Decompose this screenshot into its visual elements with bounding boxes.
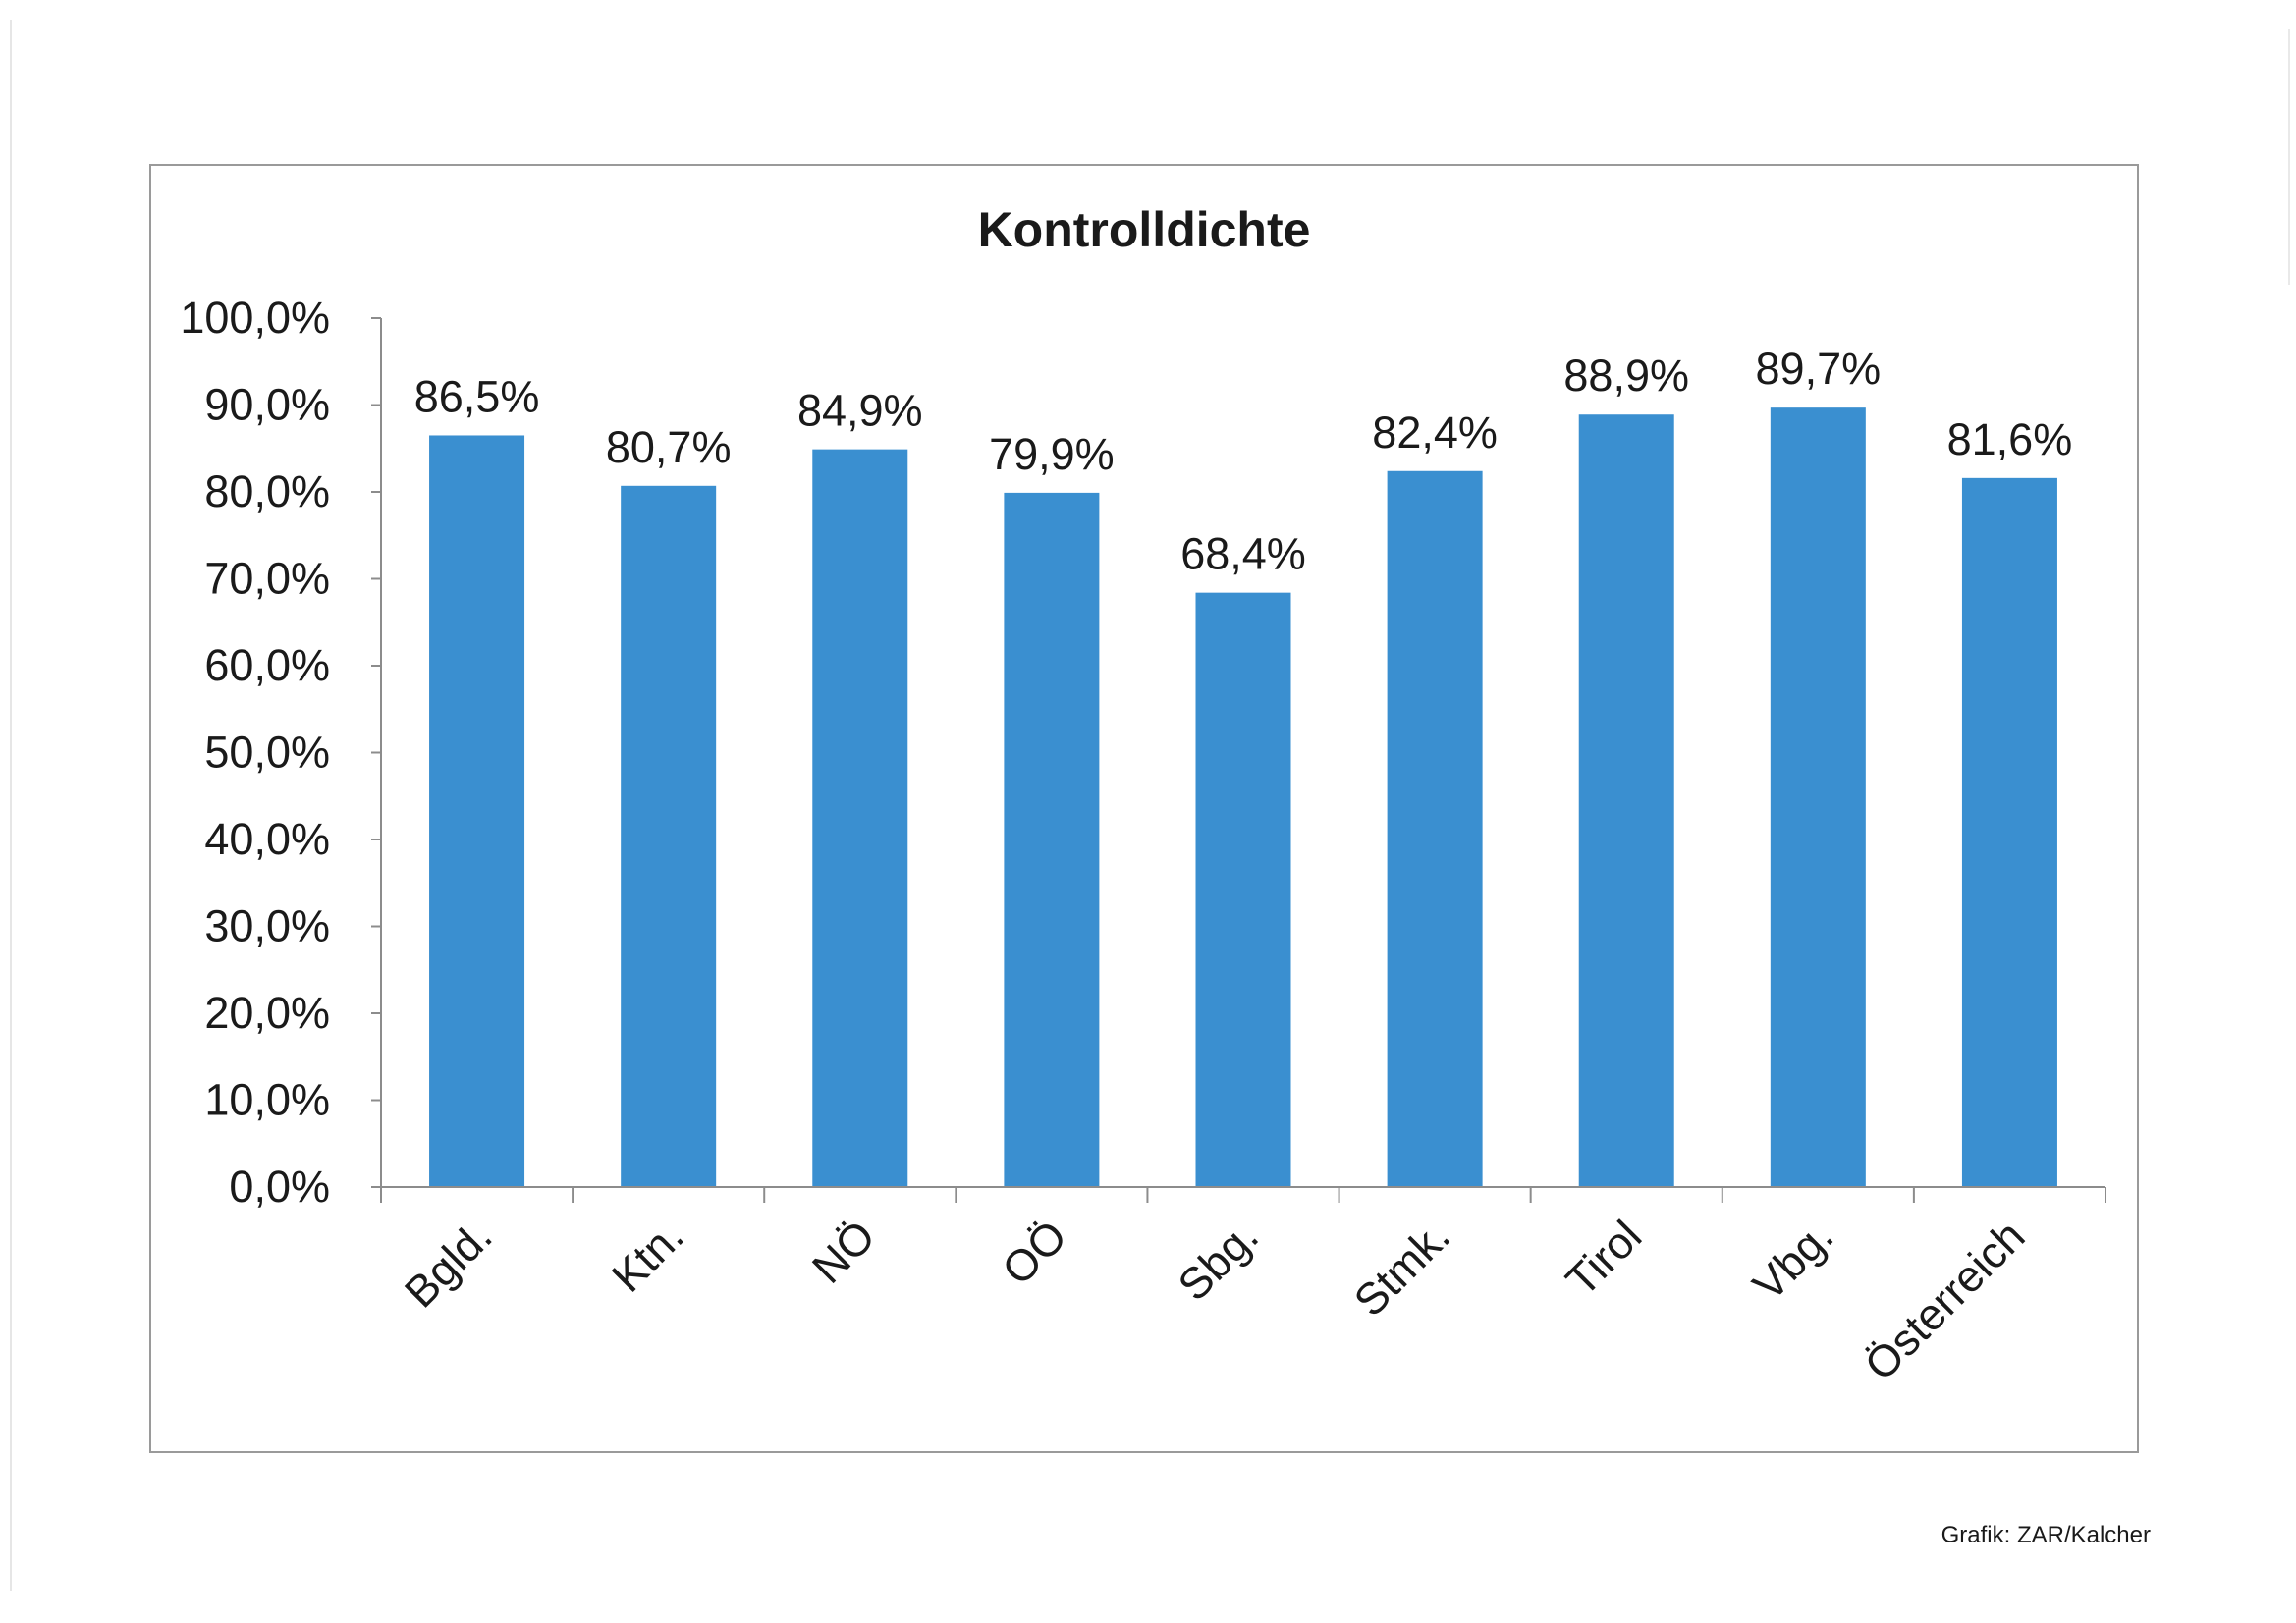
x-axis: Bgld. Ktn. NÖ OÖ Sbg. Stmk. Tirol Vbg. Österreic… [380,1186,2106,1390]
data-label: 79,9% [989,429,1115,479]
x-tick-label: Bgld. [395,1211,502,1318]
data-label: 84,9% [797,386,923,436]
y-tick-label: 10,0% [204,1075,330,1125]
data-label: 86,5% [414,371,540,421]
bar [1195,592,1291,1187]
y-tick-label: 90,0% [204,380,330,430]
chart-frame [149,164,2139,1453]
bar [1770,407,1866,1187]
y-tick-label: 100,0% [180,293,330,343]
bar [621,485,717,1187]
x-tick-label: OÖ [992,1211,1076,1295]
chart-credit: Grafik: ZAR/Kalcher [1941,1522,2151,1548]
bar [1387,470,1483,1187]
value-labels-group: 86,5% 80,7% 84,9% 79,9% 68,4% 82,4% 88,9% 89,7%… [414,344,2072,579]
bar [429,435,525,1188]
y-axis: 0,0% 10,0% 20,0% 30,0% 40,0% 50,0% 60,0% 70,0% 8… [180,293,382,1212]
bars-group [429,407,2057,1188]
y-tick-label: 50,0% [204,728,330,778]
x-tick-label: Vbg. [1743,1211,1843,1311]
x-tick-label: Österreich [1855,1211,2035,1390]
data-label: 89,7% [1756,344,1882,394]
y-tick-label: 0,0% [229,1162,330,1212]
y-tick-label: 40,0% [204,814,330,864]
scan-edge-right [2288,29,2290,285]
data-label: 82,4% [1372,407,1498,458]
y-tick-label: 70,0% [204,554,330,604]
bar [1004,492,1100,1187]
x-tick-label: Stmk. [1344,1211,1459,1325]
y-tick-label: 60,0% [204,640,330,690]
data-label: 88,9% [1563,351,1689,401]
bar [812,449,908,1187]
data-label: 68,4% [1180,529,1306,579]
x-tick-label: Tirol [1557,1211,1652,1306]
data-label: 80,7% [606,422,732,472]
chart-title: Kontrolldichte [978,202,1311,257]
y-tick-label: 20,0% [204,988,330,1038]
scan-edge-left [10,20,12,1591]
x-tick-label: Ktn. [602,1211,693,1302]
data-label: 81,6% [1947,414,2073,464]
x-tick-label: NÖ [802,1211,885,1293]
bar [1961,477,2057,1188]
y-tick-label: 30,0% [204,901,330,951]
x-tick-label: Sbg. [1169,1211,1269,1311]
y-tick-label: 80,0% [204,466,330,516]
bar [1578,414,1674,1187]
